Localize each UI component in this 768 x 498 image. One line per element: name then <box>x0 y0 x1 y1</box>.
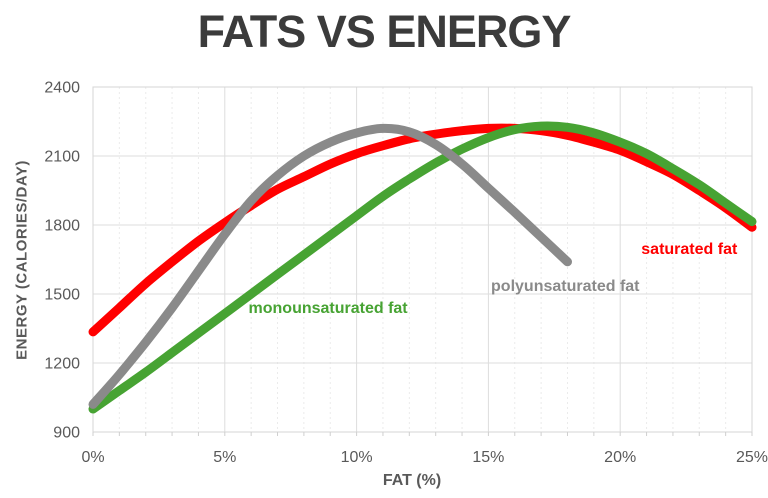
x-tick-label: 20% <box>604 449 636 466</box>
curve-monounsaturated-fat <box>88 121 757 414</box>
x-tick-label: 0% <box>81 449 104 466</box>
curve-polyunsaturated-fat <box>88 123 572 409</box>
x-tick-label: 15% <box>472 449 504 466</box>
y-axis-title: ENERGY (CALORIES/DAY) <box>13 160 31 360</box>
series-label-polyunsaturated-fat: polyunsaturated fat <box>491 278 640 296</box>
x-axis-title: FAT (%) <box>382 472 442 489</box>
chart-title: FATS VS ENERGY <box>197 6 572 57</box>
series-label-monounsaturated-fat: monounsaturated fat <box>248 299 408 317</box>
series-label-saturated-fat: saturated fat <box>641 241 738 259</box>
plot-border <box>92 86 753 433</box>
y-tick-label: 1800 <box>44 218 80 235</box>
y-tick-label: 1200 <box>44 356 80 373</box>
y-tick-label: 2100 <box>44 149 80 166</box>
x-tick-label: 25% <box>736 449 768 466</box>
x-tick-label: 10% <box>341 449 373 466</box>
y-tick-label: 1500 <box>44 287 80 304</box>
y-tick-label: 900 <box>53 425 80 442</box>
x-tick-label: 5% <box>213 449 236 466</box>
y-tick-label: 2400 <box>44 80 80 97</box>
